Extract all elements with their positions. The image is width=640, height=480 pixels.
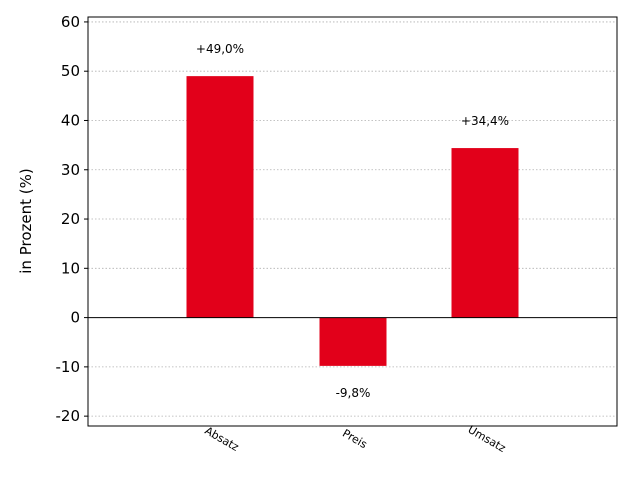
bars [186,76,519,366]
y-tick-label: 10 [61,259,80,277]
bar-umsatz [451,148,519,318]
bar-preis [319,317,387,366]
data-label-umsatz: +34,4% [461,114,509,128]
y-axis-ticks: -20 -10 0 10 20 30 40 50 60 [56,13,88,425]
y-tick-label: 50 [61,62,80,80]
data-labels: +49,0% -9,8% +34,4% [196,42,509,400]
category-label-umsatz: Umsatz [466,423,508,455]
category-label-absatz: Absatz [202,424,241,454]
y-tick-label: -10 [56,358,81,376]
y-tick-label: 0 [70,309,80,327]
y-tick-label: 40 [61,111,80,129]
y-tick-label: 30 [61,161,80,179]
grid-lines [88,21,617,417]
bar-absatz [186,76,254,318]
y-tick-label: 60 [61,13,80,31]
y-tick-label: -20 [56,407,81,425]
plot-frame [87,16,618,427]
category-label-preis: Preis [340,427,369,452]
y-axis-title: in Prozent (%) [17,168,35,273]
y-tick-label: 20 [61,210,80,228]
data-label-absatz: +49,0% [196,42,244,56]
data-label-preis: -9,8% [336,386,371,400]
category-labels: Absatz Preis Umsatz [202,423,508,455]
